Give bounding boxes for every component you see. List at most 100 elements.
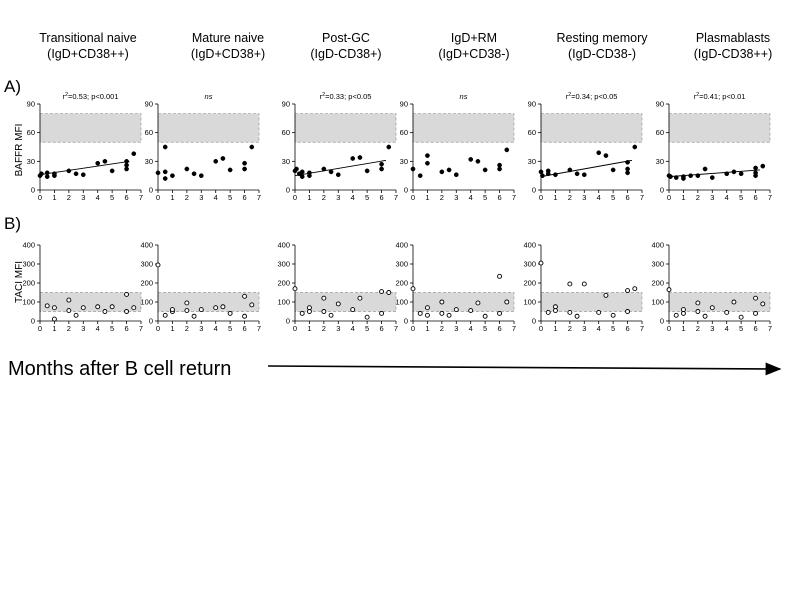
column-title: IgD+RM [451, 31, 497, 45]
x-tick-label: 2 [440, 324, 444, 333]
x-tick-label: 1 [52, 324, 56, 333]
data-point [753, 165, 758, 171]
data-point [567, 167, 573, 173]
x-tick-label: 2 [440, 193, 444, 202]
y-tick-label: 90 [656, 100, 664, 109]
x-tick-label: 6 [124, 324, 128, 333]
x-tick-label: 1 [170, 324, 174, 333]
data-point [475, 300, 481, 306]
x-tick-label: 7 [640, 193, 644, 202]
data-point [242, 293, 248, 299]
data-point [603, 292, 609, 298]
normal-range-band [39, 113, 142, 143]
x-tick-label: 0 [539, 324, 543, 333]
x-tick-label: 5 [365, 324, 369, 333]
x-tick-label: 0 [38, 324, 42, 333]
x-tick-label: 2 [185, 193, 189, 202]
data-point [155, 262, 161, 268]
y-tick-label: 90 [145, 100, 153, 109]
y-tick-label: 200 [277, 279, 290, 288]
y-tick-label: 400 [277, 241, 290, 250]
y-tick-label: 300 [140, 260, 153, 269]
data-point [242, 160, 247, 166]
data-point [124, 162, 129, 168]
scatter-panel: 0 100 200 300 400 0 1 2 3 4 5 6 7 [395, 241, 516, 334]
x-tick-label: 2 [696, 193, 700, 202]
x-tick-label: 4 [597, 324, 601, 333]
x-tick-label: 5 [611, 324, 615, 333]
y-tick-label: 60 [282, 128, 290, 137]
x-tick-label: 4 [469, 324, 473, 333]
data-point [249, 144, 255, 150]
data-point [66, 168, 72, 174]
data-point [162, 176, 168, 181]
data-point [574, 313, 580, 319]
stats-annotation: r2=0.34; p<0.05 [566, 92, 618, 101]
x-tick-label: 5 [110, 193, 114, 202]
stats-annotation: r2=0.33; p<0.05 [320, 92, 372, 101]
y-tick-label: 300 [651, 260, 664, 269]
data-point [321, 166, 327, 172]
y-tick-label: 30 [27, 157, 35, 166]
data-point [249, 302, 255, 308]
y-tick-label: 100 [651, 298, 664, 307]
y-tick-label: 30 [400, 157, 408, 166]
y-tick-label: 400 [651, 241, 664, 250]
data-point [131, 305, 137, 311]
scatter-panel: 0 30 60 90 0 1 2 3 4 5 6 7 ns [145, 92, 261, 202]
x-tick-label: 3 [81, 193, 85, 202]
data-point [73, 171, 79, 177]
x-axis-caption: Months after B cell return [8, 358, 231, 380]
data-point [44, 303, 50, 309]
y-tick-label: 0 [149, 186, 153, 195]
y-tick-label: 60 [400, 128, 408, 137]
x-tick-label: 3 [199, 193, 203, 202]
data-point [213, 305, 219, 311]
x-tick-label: 4 [469, 193, 473, 202]
data-point [124, 291, 130, 297]
x-tick-label: 6 [625, 324, 629, 333]
x-tick-label: 2 [568, 193, 572, 202]
data-point [453, 172, 459, 178]
y-tick-label: 200 [140, 279, 153, 288]
data-point [695, 173, 701, 179]
column-subtitle: (IgD-CD38-) [568, 47, 636, 61]
data-point [102, 158, 108, 164]
data-point [504, 299, 510, 305]
x-tick-label: 5 [739, 193, 743, 202]
x-tick-label: 0 [156, 324, 160, 333]
data-point [66, 297, 72, 303]
data-point [227, 167, 233, 173]
scatter-panel: 0 100 200 300 400 0 1 2 3 4 5 6 7 [277, 241, 398, 334]
data-point [95, 160, 101, 166]
data-point [760, 301, 766, 307]
data-point [552, 308, 558, 313]
y-tick-label: 0 [31, 186, 35, 195]
x-tick-label: 6 [497, 193, 501, 202]
data-point [553, 172, 558, 178]
data-point [364, 168, 370, 174]
scatter-panel: 0 30 60 90 0 1 2 3 4 5 6 7 ns [400, 92, 516, 202]
y-tick-label: 400 [395, 241, 408, 250]
stats-annotation: r2=0.53; p<0.001 [62, 92, 118, 101]
y-tick-label: 0 [660, 317, 664, 326]
data-point [668, 174, 673, 179]
data-point [504, 147, 510, 153]
x-tick-label: 5 [228, 324, 232, 333]
data-point [386, 290, 392, 295]
data-point [425, 160, 430, 166]
y-tick-label: 100 [523, 298, 536, 307]
column-title: Post-GC [322, 31, 370, 45]
data-point [328, 312, 334, 318]
x-tick-label: 6 [379, 324, 383, 333]
x-tick-label: 4 [96, 193, 100, 202]
x-tick-label: 5 [110, 324, 114, 333]
x-tick-label: 4 [351, 193, 355, 202]
data-point [379, 289, 385, 294]
data-point [446, 167, 452, 173]
data-point [191, 171, 197, 177]
data-point [482, 313, 488, 319]
y-tick-label: 30 [282, 157, 290, 166]
data-point [439, 169, 445, 175]
